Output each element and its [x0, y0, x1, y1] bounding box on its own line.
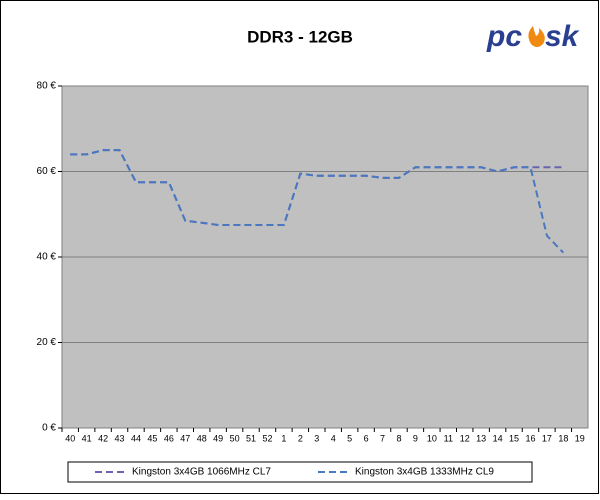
y-tick-label: 20 € — [37, 337, 57, 348]
x-tick-label: 5 — [347, 433, 352, 443]
x-tick-label: 42 — [98, 433, 108, 443]
x-tick-label: 17 — [542, 433, 552, 443]
x-tick-label: 2 — [298, 433, 303, 443]
x-tick-label: 3 — [314, 433, 319, 443]
x-tick-label: 14 — [493, 433, 503, 443]
x-tick-label: 11 — [444, 433, 453, 443]
x-tick-label: 43 — [115, 433, 125, 443]
logo: pc sk — [486, 20, 580, 53]
x-tick-label: 41 — [82, 433, 92, 443]
legend-label: Kingston 3x4GB 1066MHz CL7 — [132, 467, 271, 478]
series-line — [70, 149, 565, 254]
y-tick-label: 40 € — [37, 252, 57, 263]
x-tick-label: 50 — [230, 433, 240, 443]
x-tick-label: 9 — [413, 433, 418, 443]
x-tick-label: 45 — [147, 433, 157, 443]
x-tick-label: 1 — [281, 433, 286, 443]
x-tick-label: 44 — [131, 433, 141, 443]
logo-right: sk — [545, 20, 580, 53]
x-tick-label: 15 — [509, 433, 519, 443]
x-tick-label: 8 — [396, 433, 401, 443]
legend-label: Kingston 3x4GB 1333MHz CL9 — [355, 467, 494, 478]
x-tick-label: 4 — [331, 433, 336, 443]
logo-flame — [528, 26, 545, 47]
x-tick-label: 49 — [213, 433, 223, 443]
chart-title: DDR3 - 12GB — [247, 27, 353, 46]
x-tick-label: 51 — [246, 433, 256, 443]
x-tick-label: 13 — [476, 433, 486, 443]
x-tick-label: 47 — [180, 433, 190, 443]
x-tick-label: 48 — [197, 433, 207, 443]
x-tick-label: 7 — [380, 433, 385, 443]
x-tick-label: 6 — [364, 433, 369, 443]
x-tick-label: 52 — [262, 433, 272, 443]
x-tick-label: 12 — [460, 433, 470, 443]
x-tick-label: 19 — [575, 433, 585, 443]
y-tick-label: 60 € — [37, 166, 57, 177]
legend — [67, 461, 533, 483]
x-tick-label: 18 — [558, 433, 568, 443]
x-tick-label: 10 — [427, 433, 437, 443]
x-tick-label: 40 — [65, 433, 75, 443]
y-tick-label: 0 € — [42, 423, 56, 434]
logo-left: pc — [486, 20, 522, 53]
y-tick-label: 80 € — [37, 81, 57, 92]
x-tick-label: 16 — [525, 433, 535, 443]
x-tick-label: 46 — [164, 433, 174, 443]
